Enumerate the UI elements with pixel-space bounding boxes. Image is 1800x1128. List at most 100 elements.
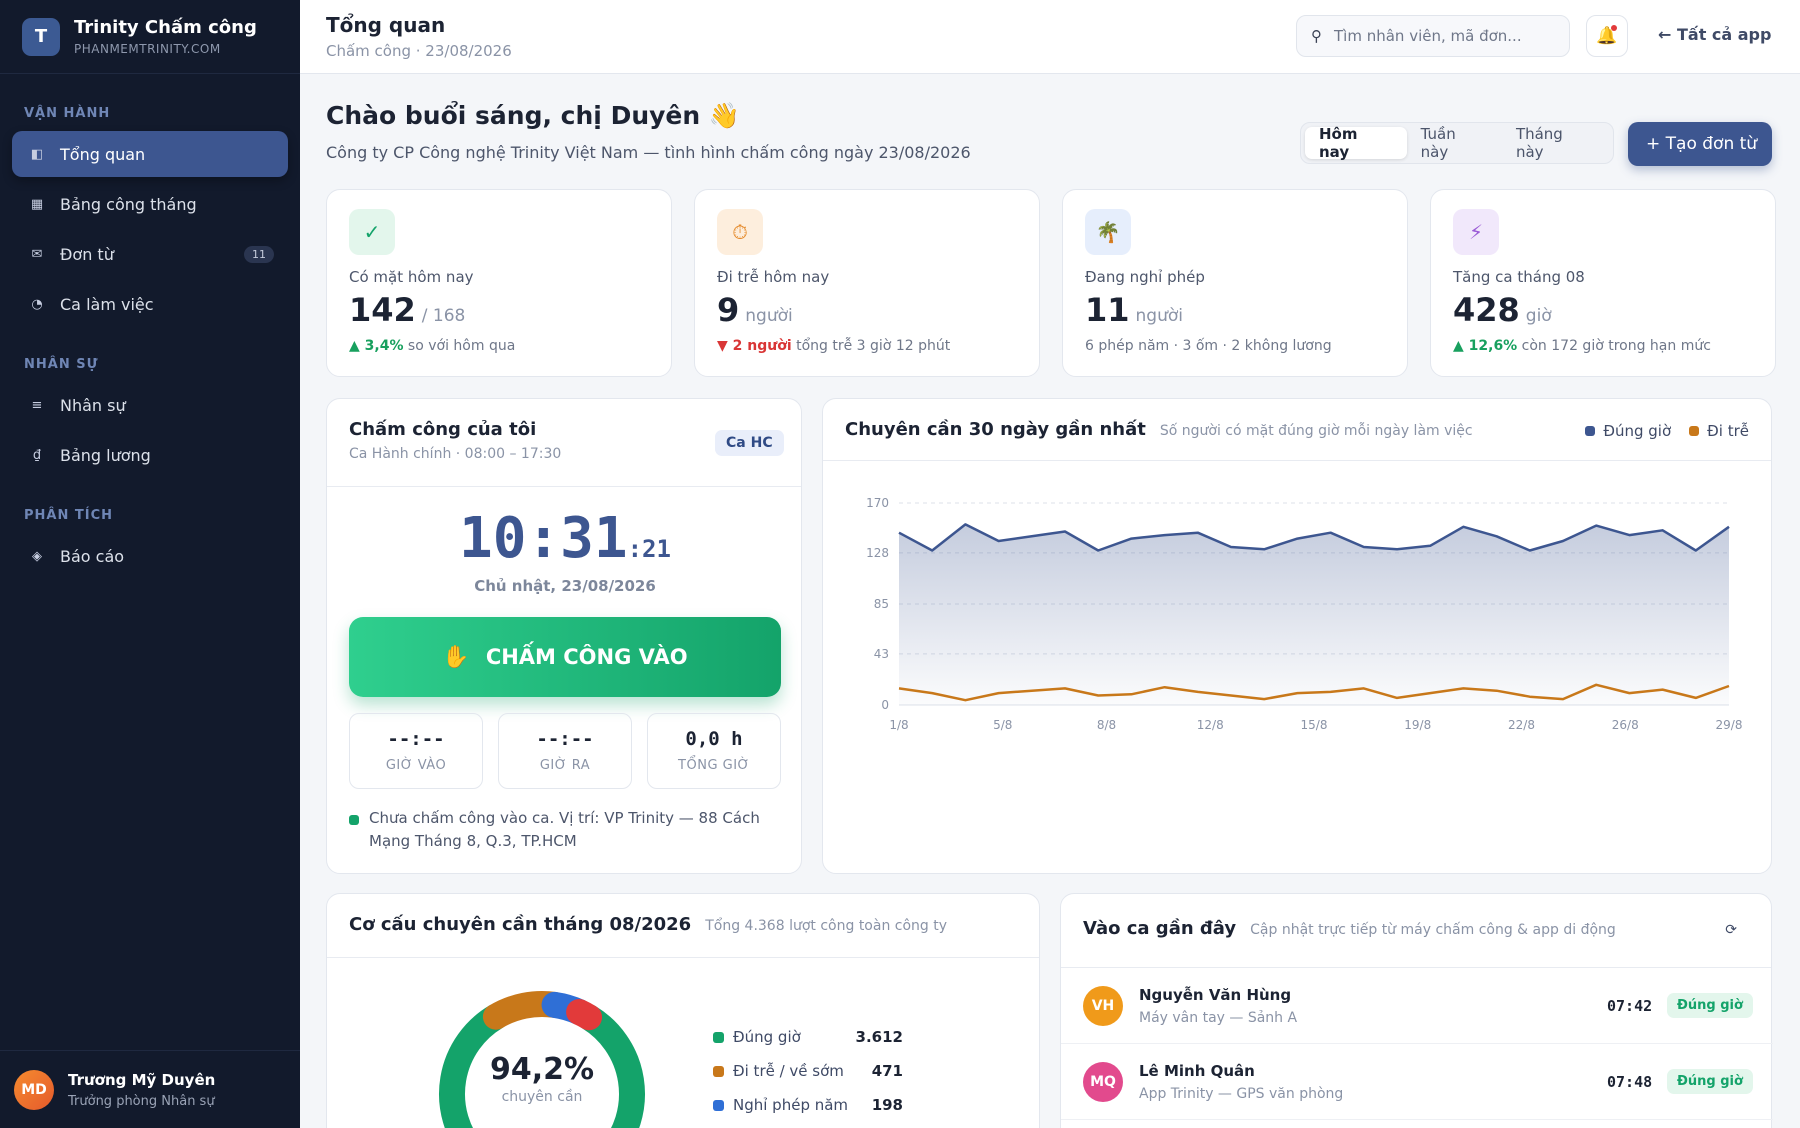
period-switch: Hôm nay Tuần này Tháng này bbox=[1300, 122, 1614, 164]
avatar: MD bbox=[14, 1069, 54, 1110]
stat-note: tổng trễ 3 giờ 12 phút bbox=[791, 338, 951, 354]
x-tick-label: 8/8 bbox=[1097, 718, 1116, 732]
chart-title: Chuyên cần 30 ngày gần nhất bbox=[845, 419, 1146, 440]
checkin-source: App Trinity — GPS văn phòng bbox=[1139, 1085, 1344, 1102]
y-tick-label: 170 bbox=[866, 496, 889, 510]
stat-unit: người bbox=[1135, 306, 1183, 326]
checkin-source: Máy vân tay — Sảnh A bbox=[1139, 1009, 1298, 1026]
x-tick-label: 12/8 bbox=[1197, 718, 1224, 732]
dashboard-icon: ◧ bbox=[30, 146, 44, 162]
structure-row: Nghỉ phép năm 198 bbox=[713, 1096, 903, 1114]
total-hours-label: TỔNG GIỜ bbox=[678, 758, 750, 773]
stat-delta: ▼ 2 người bbox=[717, 338, 792, 354]
notification-dot bbox=[1611, 25, 1617, 31]
page-title: Tổng quan bbox=[326, 13, 446, 37]
brand-domain: PHANMEMTRINITY.COM bbox=[74, 42, 221, 56]
total-hours-tile: 0,0 h TỔNG GIỜ bbox=[647, 713, 781, 789]
topbar: Tổng quan Chấm công · 23/08/2026 ⚲ Tìm n… bbox=[300, 0, 1800, 74]
list-item[interactable]: MQ Lê Minh Quân App Trinity — GPS văn ph… bbox=[1061, 1044, 1773, 1120]
time-in-label: GIỜ VÀO bbox=[385, 758, 447, 773]
search-input[interactable]: ⚲ Tìm nhân viên, mã đơn... bbox=[1296, 15, 1570, 57]
location-text: Chưa chấm công vào ca. Vị trí: VP Trinit… bbox=[369, 809, 760, 850]
y-tick-label: 43 bbox=[874, 647, 889, 661]
stat-value: 142 / 168 bbox=[349, 291, 465, 329]
bell-icon: 🔔 bbox=[1596, 26, 1618, 46]
legend-on-time: Đúng giờ bbox=[1585, 422, 1671, 440]
user-name: Trương Mỹ Duyên bbox=[68, 1070, 216, 1089]
stat-card[interactable]: 🌴 Đang nghỉ phép 11 người 6 phép năm · 3… bbox=[1062, 189, 1408, 377]
create-request-button[interactable]: + Tạo đơn từ bbox=[1628, 122, 1772, 166]
avatar: VH bbox=[1083, 985, 1123, 1026]
structure-row: Đi trễ / về sớm 471 bbox=[713, 1062, 903, 1080]
stat-card[interactable]: ✓ Có mặt hôm nay 142 / 168 ▲ 3,4% so với… bbox=[326, 189, 672, 377]
row-label: Đúng giờ bbox=[733, 1028, 801, 1046]
stat-label: Đang nghỉ phép bbox=[1085, 268, 1205, 286]
stat-label: Tăng ca tháng 08 bbox=[1453, 268, 1585, 286]
swatch bbox=[713, 1099, 724, 1111]
check-in-label: CHẤM CÔNG VÀO bbox=[485, 645, 688, 669]
sidebar-item[interactable]: ◔ Ca làm việc bbox=[12, 281, 288, 327]
card-title: Chấm công của tôi bbox=[349, 419, 537, 440]
sidebar-item[interactable]: ◈ Báo cáo bbox=[12, 533, 288, 579]
slice-other bbox=[566, 999, 603, 1031]
sidebar-item-label: Đơn từ bbox=[60, 244, 114, 264]
stat-card[interactable]: ⏱ Đi trễ hôm nay 9 người ▼ 2 người tổng … bbox=[694, 189, 1040, 377]
sidebar-nav: VẬN HÀNH ◧ Tổng quan ▦ Bảng công tháng ✉… bbox=[0, 106, 300, 579]
user-profile[interactable]: MD Trương Mỹ Duyên Trưởng phòng Nhân sự bbox=[0, 1050, 300, 1128]
chart-header: Chuyên cần 30 ngày gần nhất Số người có … bbox=[823, 399, 1771, 461]
sidebar-item[interactable]: ▦ Bảng công tháng bbox=[12, 181, 288, 227]
clock-seconds: :21 bbox=[627, 535, 671, 563]
nav-section-title: VẬN HÀNH bbox=[24, 106, 111, 121]
brand[interactable]: T Trinity Chấm công PHANMEMTRINITY.COM bbox=[0, 0, 300, 74]
tab-this-month[interactable]: Tháng này bbox=[1515, 125, 1563, 161]
y-tick-label: 0 bbox=[881, 698, 889, 712]
attendance-structure-card: Cơ cấu chuyên cần tháng 08/2026 Tổng 4.3… bbox=[326, 893, 1040, 1128]
check-in-button[interactable]: ✋ CHẤM CÔNG VÀO bbox=[349, 617, 781, 697]
stat-footnote: ▼ 2 người tổng trễ 3 giờ 12 phút bbox=[717, 338, 950, 354]
status-badge: Đúng giờ bbox=[1667, 1069, 1753, 1094]
all-apps-link[interactable]: ← Tất cả app bbox=[1658, 25, 1772, 44]
sidebar-item-label: Ca làm việc bbox=[60, 294, 154, 314]
row-value: 3.612 bbox=[855, 1028, 903, 1046]
sidebar-item[interactable]: ≡ Nhân sự bbox=[12, 382, 288, 428]
time-in-value: --:-- bbox=[387, 728, 445, 750]
structure-title: Cơ cấu chuyên cần tháng 08/2026 bbox=[349, 914, 692, 935]
greeting-subtitle: Công ty CP Công nghệ Trinity Việt Nam — … bbox=[326, 143, 971, 162]
shift-badge: Ca HC bbox=[715, 430, 784, 456]
stat-number: 9 bbox=[717, 291, 740, 329]
time-out-value: --:-- bbox=[536, 728, 594, 750]
x-tick-label: 29/8 bbox=[1716, 718, 1743, 732]
tab-this-week[interactable]: Tuần này bbox=[1420, 125, 1456, 161]
notifications-button[interactable]: 🔔 bbox=[1586, 15, 1628, 57]
y-tick-label: 128 bbox=[866, 546, 889, 560]
dong-icon: ₫ bbox=[32, 447, 42, 463]
stat-number: 428 bbox=[1453, 291, 1520, 329]
legend-swatch bbox=[1689, 426, 1700, 436]
x-tick-label: 15/8 bbox=[1301, 718, 1328, 732]
tab-today[interactable]: Hôm nay bbox=[1305, 125, 1407, 161]
x-tick-label: 22/8 bbox=[1508, 718, 1535, 732]
x-tick-label: 1/8 bbox=[889, 718, 908, 732]
chart-subtitle: Số người có mặt đúng giờ mỗi ngày làm vi… bbox=[1159, 423, 1473, 439]
late-line bbox=[898, 683, 1730, 702]
legend-late: Đi trễ bbox=[1689, 422, 1749, 440]
slice-on-time bbox=[439, 1003, 645, 1128]
on-time-line bbox=[898, 523, 1730, 552]
my-attendance-card: Chấm công của tôi Ca Hành chính · 08:00 … bbox=[326, 398, 802, 874]
sidebar-item-label: Bảng lương bbox=[60, 445, 151, 465]
attendance-percent-label: chuyên cần bbox=[501, 1089, 583, 1105]
mail-icon: ✉ bbox=[31, 246, 43, 262]
stat-card[interactable]: ⚡ Tăng ca tháng 08 428 giờ ▲ 12,6% còn 1… bbox=[1430, 189, 1776, 377]
stat-delta: ▲ 12,6% bbox=[1453, 338, 1518, 354]
greeting-title: Chào buổi sáng, chị Duyên 👋 bbox=[326, 101, 741, 130]
refresh-icon[interactable]: ⟳ bbox=[1725, 922, 1737, 938]
sidebar-item[interactable]: ✉ Đơn từ 11 bbox=[12, 231, 288, 277]
list-item[interactable]: VH Nguyễn Văn Hùng Máy vân tay — Sảnh A … bbox=[1061, 968, 1773, 1044]
structure-header: Cơ cấu chuyên cần tháng 08/2026 Tổng 4.3… bbox=[327, 894, 1039, 958]
sidebar-item[interactable]: ◧ Tổng quan bbox=[12, 131, 288, 177]
recent-header: Vào ca gần đây Cập nhật trực tiếp từ máy… bbox=[1061, 894, 1771, 968]
stat-value: 428 giờ bbox=[1453, 291, 1552, 329]
sidebar-item[interactable]: ₫ Bảng lương bbox=[12, 432, 288, 478]
attendance-chart-card: Chuyên cần 30 ngày gần nhất Số người có … bbox=[822, 398, 1772, 874]
count-badge: 11 bbox=[244, 245, 274, 263]
